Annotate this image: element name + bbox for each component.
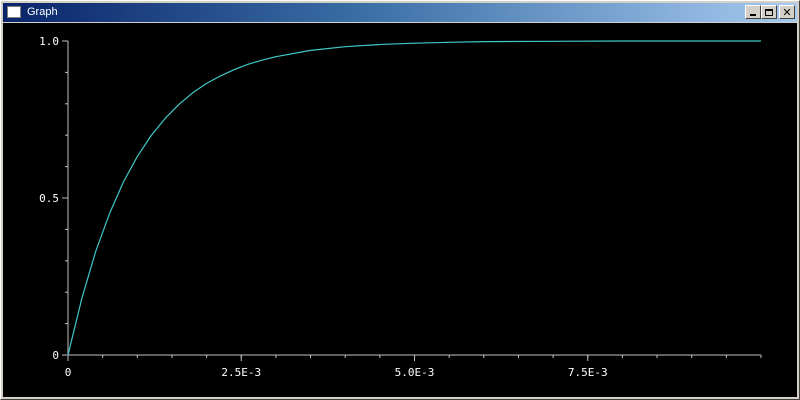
x-tick-label: 2.5E-3 bbox=[221, 366, 261, 379]
series-line bbox=[67, 40, 761, 356]
title-bar[interactable]: Graph ✕ bbox=[3, 3, 797, 22]
minimize-icon bbox=[750, 14, 756, 16]
minimize-button[interactable] bbox=[745, 5, 761, 19]
plot-area: 0 2.5E-3 5.0E-3 7.5E-3 0 0.5 1.0 bbox=[3, 23, 797, 397]
maximize-icon bbox=[765, 8, 773, 16]
close-icon: ✕ bbox=[782, 5, 792, 19]
maximize-button[interactable] bbox=[761, 5, 777, 19]
x-tick-label: 7.5E-3 bbox=[568, 366, 608, 379]
y-tick-label: 1.0 bbox=[39, 35, 59, 48]
x-tick-label: 5.0E-3 bbox=[395, 366, 435, 379]
y-tick-label: 0 bbox=[52, 349, 59, 362]
line-chart: 0 2.5E-3 5.0E-3 7.5E-3 0 0.5 1.0 bbox=[39, 35, 762, 379]
y-tick-label: 0.5 bbox=[39, 192, 59, 205]
window-title: Graph bbox=[27, 6, 58, 18]
x-tick-label: 0 bbox=[65, 366, 72, 379]
close-button[interactable]: ✕ bbox=[779, 5, 795, 19]
window-icon[interactable] bbox=[7, 6, 21, 18]
